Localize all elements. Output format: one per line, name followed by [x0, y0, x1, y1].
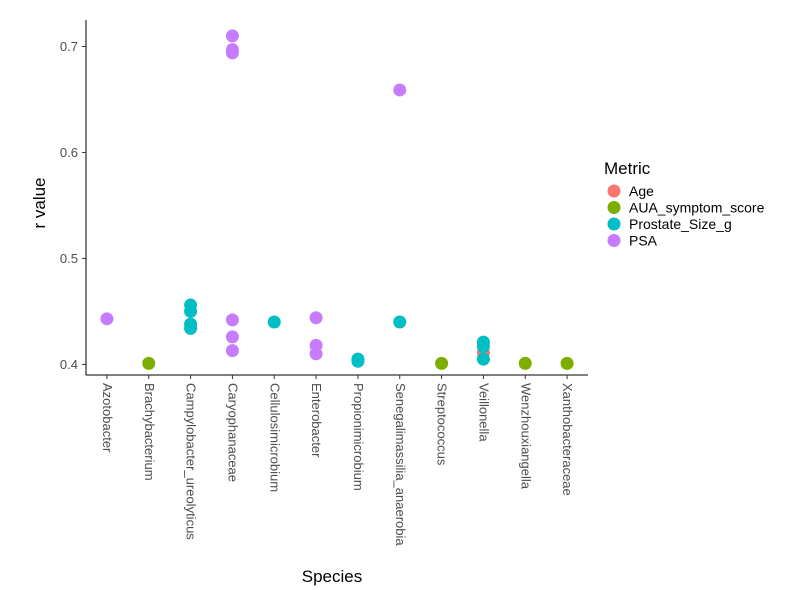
- point-aua-symptom-score: [435, 356, 449, 370]
- legend: Metric AgeAUA_symptom_scoreProstate_Size…: [604, 159, 765, 249]
- point-aua-symptom-score: [142, 356, 156, 370]
- point-psa: [393, 83, 407, 97]
- y-axis-title: r value: [30, 177, 49, 228]
- legend-label: Prostate_Size_g: [629, 216, 732, 232]
- x-tick-label: Senegalimassilia_anaerobia: [393, 383, 408, 546]
- point-prostate-size-g: [184, 321, 198, 335]
- x-tick-label: Cellulosimicrobium: [267, 383, 282, 492]
- legend-title: Metric: [604, 159, 651, 178]
- legend-key-aua-symptom-score: [607, 201, 621, 214]
- point-psa: [225, 344, 239, 358]
- x-tick-label: Propionimicrobium: [351, 383, 366, 491]
- point-prostate-size-g: [393, 315, 407, 329]
- y-tick-label: 0.5: [60, 251, 78, 266]
- x-tick-label: Veillonella: [476, 383, 491, 442]
- x-ticks: Azotobacter Brachybacterium Campylobacter_…: [100, 375, 575, 546]
- legend-key-prostate-size-g: [607, 217, 621, 231]
- legend-label: PSA: [629, 233, 658, 249]
- point-prostate-size-g: [184, 304, 198, 318]
- point-prostate-size-g: [351, 354, 365, 368]
- x-tick-label: Azotobacter: [100, 383, 115, 453]
- x-tick-label: Campylobacter_ureolyticus: [184, 383, 199, 540]
- y-tick-label: 0.6: [60, 145, 78, 160]
- point-psa: [100, 312, 114, 326]
- point-prostate-size-g: [267, 315, 281, 329]
- x-tick-label: Enterobacter: [309, 383, 324, 458]
- point-psa: [225, 46, 239, 60]
- x-axis-title: Species: [302, 567, 362, 586]
- x-tick-label: Wenzhouxiangella: [518, 383, 533, 490]
- x-tick-label: Brachybacterium: [142, 383, 157, 481]
- points-layer: [100, 29, 574, 370]
- legend-key-age: [607, 184, 621, 198]
- point-aua-symptom-score: [518, 356, 532, 370]
- point-psa: [225, 330, 239, 344]
- legend-key-psa: [607, 234, 621, 247]
- point-aua-symptom-score: [560, 356, 574, 370]
- x-tick-label: Caryophanaceae: [225, 383, 240, 482]
- y-tick-label: 0.4: [60, 357, 78, 372]
- y-tick-label: 0.7: [60, 39, 78, 54]
- point-psa: [309, 311, 323, 325]
- x-tick-label: Streptococcus: [435, 383, 450, 466]
- y-ticks: 0.4 0.5 0.6 0.7: [60, 39, 86, 372]
- point-prostate-size-g: [476, 339, 490, 353]
- legend-label: AUA_symptom_score: [629, 200, 765, 216]
- point-prostate-size-g: [476, 352, 490, 366]
- point-psa: [309, 347, 323, 361]
- x-tick-label: Xanthobacteraceae: [560, 383, 575, 496]
- point-psa: [225, 313, 239, 327]
- point-psa: [225, 29, 239, 43]
- legend-label: Age: [629, 183, 654, 199]
